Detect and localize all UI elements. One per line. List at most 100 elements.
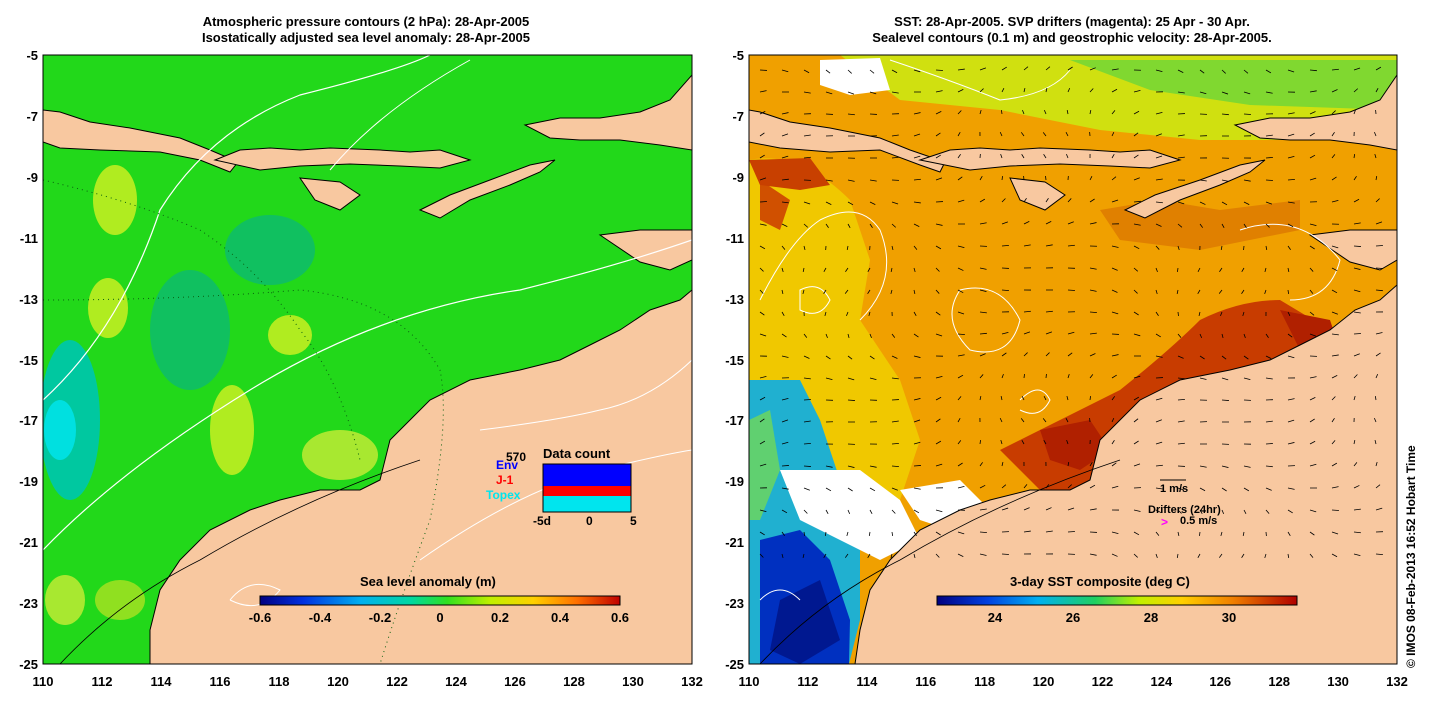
velocity-arrow: [1309, 111, 1316, 115]
velocity-arrow: [890, 289, 893, 295]
velocity-arrow: [1023, 373, 1025, 379]
velocity-arrow: [1242, 531, 1245, 537]
velocity-arrow: [1111, 396, 1116, 401]
velocity-arrow: [868, 531, 871, 537]
velocity-arrow: [1177, 333, 1182, 338]
velocity-arrow: [1265, 91, 1273, 94]
velocity-arrow: [802, 553, 805, 559]
velocity-arrow: [1287, 442, 1295, 445]
velocity-arrow: [957, 176, 963, 181]
left-title: Atmospheric pressure contours (2 hPa): 2…: [0, 14, 732, 46]
velocity-arrow: [1045, 220, 1052, 225]
velocity-arrow: [1067, 244, 1075, 247]
velocity-arrow: [979, 109, 982, 115]
velocity-arrow: [979, 353, 986, 357]
velocity-arrow: [1001, 289, 1009, 291]
right-y-tick: -9: [732, 169, 744, 185]
velocity-arrow: [1353, 176, 1357, 181]
velocity-arrow: [1375, 461, 1378, 467]
velocity-arrow: [1331, 154, 1336, 159]
velocity-arrow: [957, 440, 962, 445]
velocity-arrow: [759, 177, 767, 181]
left-map-frame: [42, 54, 693, 665]
velocity-arrow: [913, 69, 921, 73]
velocity-arrow: [1089, 353, 1096, 357]
velocity-arrow: [1133, 531, 1140, 536]
velocity-arrow: [1111, 374, 1117, 379]
velocity-arrow: [1375, 221, 1383, 225]
velocity-arrow: [891, 201, 899, 205]
right-land: [749, 74, 1397, 664]
right-x-tick: 114: [856, 674, 878, 689]
velocity-arrow: [1067, 461, 1070, 467]
data-count-inset: [542, 463, 632, 513]
velocity-arrow: [913, 223, 920, 227]
velocity-arrow: [1001, 352, 1007, 357]
velocity-arrow: [1111, 110, 1116, 115]
velocity-arrow: [869, 509, 873, 515]
velocity-arrow: [1133, 154, 1139, 159]
velocity-arrow: [1111, 553, 1118, 557]
velocity-arrow: [979, 484, 986, 489]
velocity-arrow: [1264, 289, 1267, 295]
velocity-key-label: 1 m/s: [1160, 483, 1189, 495]
velocity-arrow: [1111, 440, 1115, 445]
velocity-arrow: [1287, 531, 1291, 536]
velocity-arrow: [1043, 440, 1047, 445]
inset-xtick-0: -5d: [533, 514, 551, 528]
velocity-arrow: [1000, 439, 1003, 445]
velocity-arrow: [1089, 88, 1094, 93]
sla-colorbar-ticks: -0.6 -0.4 -0.2 0 0.2 0.4 0.6: [245, 610, 635, 628]
sst-contours: [759, 59, 1341, 601]
left-y-tick: -5: [26, 48, 38, 63]
velocity-arrow: [999, 417, 1003, 423]
velocity-arrow: [1375, 87, 1379, 93]
velocity-arrow: [891, 91, 899, 94]
velocity-arrow: [935, 418, 941, 423]
right-x-tick: 122: [1091, 674, 1114, 689]
inset-legend-topex: Topex: [486, 488, 521, 502]
velocity-arrow: [1045, 198, 1049, 203]
velocity-arrow: [913, 398, 921, 401]
left-land: [43, 74, 692, 664]
velocity-arrow: [913, 178, 921, 181]
velocity-arrow: [1353, 462, 1358, 467]
velocity-arrow: [759, 289, 764, 294]
velocity-arrow: [1155, 245, 1160, 250]
velocity-arrow: [1331, 440, 1336, 445]
left-x-tick: 130: [622, 674, 644, 689]
velocity-arrow: [759, 375, 767, 379]
velocity-arrow: [803, 91, 811, 94]
right-y-tick: -21: [725, 535, 744, 551]
velocity-arrow: [1067, 373, 1070, 379]
velocity-arrow: [1089, 395, 1091, 401]
velocity-arrow: [1375, 198, 1380, 203]
velocity-arrow: [1199, 377, 1207, 380]
velocity-arrow: [759, 396, 766, 401]
velocity-arrow: [1111, 531, 1119, 535]
velocity-arrow: [1287, 245, 1291, 250]
velocity-arrow: [1331, 486, 1339, 489]
velocity-arrow: [1089, 311, 1097, 314]
velocity-arrow: [979, 267, 987, 270]
velocity-arrow: [1001, 373, 1004, 379]
velocity-arrow: [1265, 333, 1269, 338]
velocity-arrow: [823, 267, 827, 273]
velocity-arrow: [781, 419, 789, 423]
velocity-arrow: [1331, 311, 1338, 315]
velocity-arrow: [1243, 223, 1247, 228]
velocity-arrow: [847, 113, 855, 116]
right-y-tick: -17: [725, 413, 744, 429]
velocity-arrow: [1133, 223, 1141, 226]
velocity-arrow: [803, 223, 809, 228]
velocity-arrow: [1287, 311, 1291, 317]
velocity-arrow: [890, 267, 893, 273]
velocity-arrow: [979, 462, 983, 467]
velocity-arrow: [891, 245, 894, 251]
velocity-arrow: [957, 374, 964, 379]
velocity-arrow: [1309, 267, 1314, 272]
velocity-arrow: [1023, 221, 1030, 225]
velocity-arrow: [1353, 109, 1356, 115]
velocity-arrow: [957, 68, 965, 71]
